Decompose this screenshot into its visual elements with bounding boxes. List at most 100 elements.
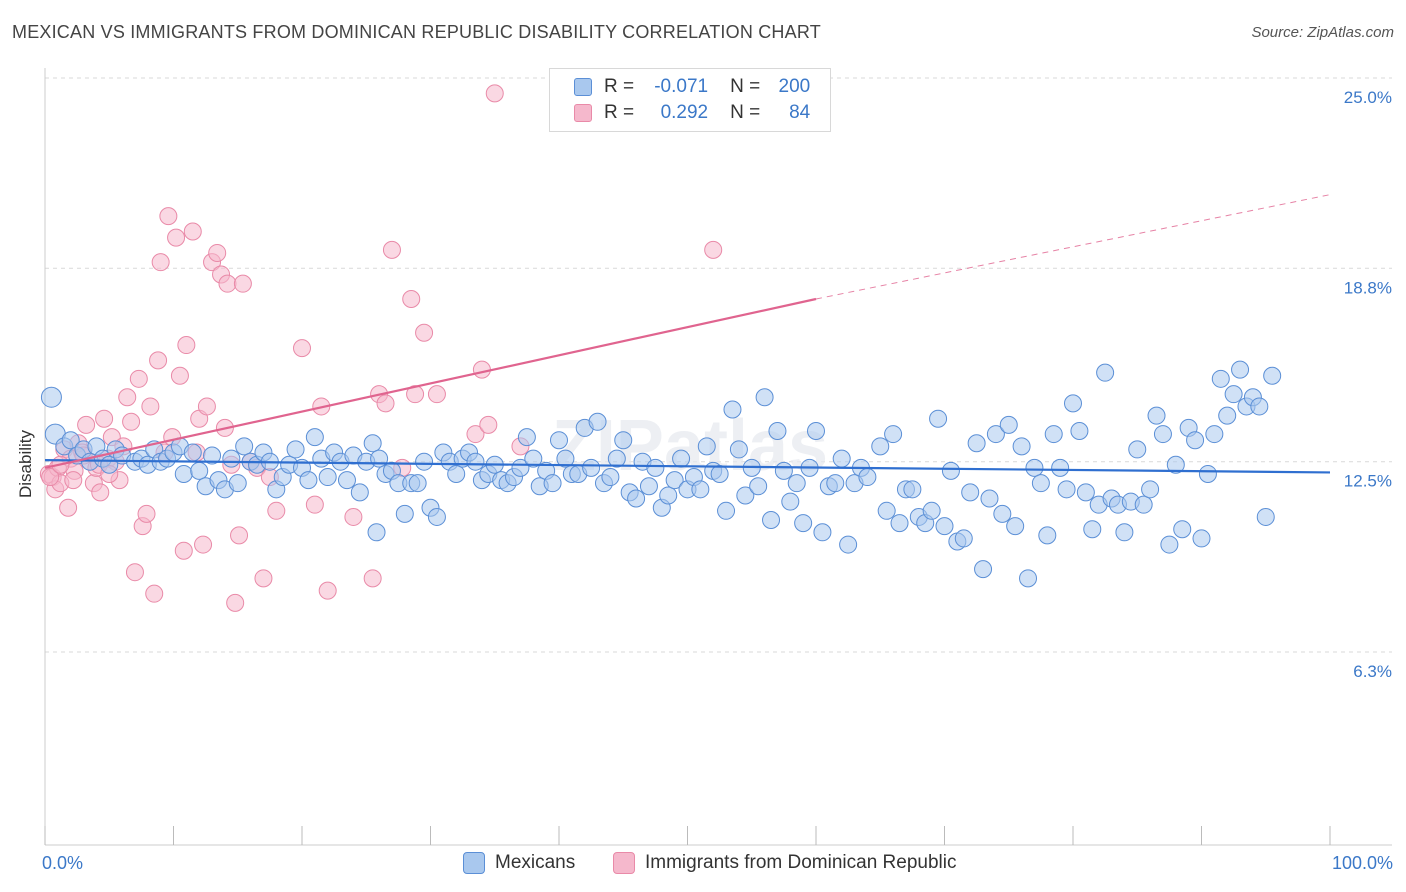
mexican-point xyxy=(736,486,755,505)
mexican-point xyxy=(588,412,607,431)
dominican-point xyxy=(197,397,216,416)
dominican-point xyxy=(151,253,170,272)
mexican-point xyxy=(1064,394,1082,413)
mexican-point xyxy=(749,477,768,496)
mexican-point xyxy=(929,409,948,428)
dominican-point xyxy=(233,274,252,293)
mexican-point xyxy=(1051,458,1070,477)
mexican-point xyxy=(871,437,890,456)
mexican-point xyxy=(729,440,748,459)
y-tick-label: 18.8% xyxy=(1344,278,1392,297)
mexican-point xyxy=(1038,526,1057,545)
mexican-point xyxy=(691,480,710,499)
mexican-point xyxy=(408,474,427,493)
mexican-point xyxy=(980,489,999,508)
mexican-point xyxy=(318,468,337,487)
mexican-point xyxy=(1076,483,1095,502)
dominican-trend-line xyxy=(44,297,817,469)
dominican-point xyxy=(318,581,337,600)
mexican-point xyxy=(582,458,601,477)
mexican-point xyxy=(1250,397,1269,416)
mexican-point xyxy=(614,431,633,450)
y-tick-label: 25.0% xyxy=(1344,88,1392,107)
dominican-point xyxy=(293,339,311,358)
y-tick-label: 6.3% xyxy=(1353,662,1392,681)
bottom-legend-swatch-blue xyxy=(463,852,485,874)
dominican-point xyxy=(167,228,186,247)
dominican-point xyxy=(230,526,249,545)
mexican-point xyxy=(1044,425,1063,444)
mexican-point xyxy=(350,483,369,502)
mexican-point xyxy=(774,461,793,480)
mexican-point xyxy=(305,428,324,447)
mexican-point xyxy=(999,415,1018,434)
mexican-point xyxy=(1166,455,1185,474)
dominican-point xyxy=(704,240,723,259)
bottom-legend-mexicans: Mexicans xyxy=(463,852,575,874)
dominican-point xyxy=(267,501,286,520)
mexican-point xyxy=(363,434,382,453)
mexican-point xyxy=(839,535,858,554)
dominican-point xyxy=(382,240,401,259)
dominican-point xyxy=(344,507,363,526)
mexican-point xyxy=(813,523,832,542)
mexican-point xyxy=(550,431,568,450)
dominican-point xyxy=(376,394,395,413)
mexican-point xyxy=(222,449,241,468)
mexican-point xyxy=(370,449,389,468)
dominican-point xyxy=(208,243,227,262)
legend-row-mexicans: R = -0.071 N = 200 xyxy=(574,75,810,99)
mexican-point xyxy=(235,437,254,456)
mexican-point xyxy=(807,421,825,440)
legend-n-label: N = xyxy=(730,76,761,97)
mexican-point xyxy=(1128,440,1147,459)
dominican-point xyxy=(159,207,178,226)
mexican-point xyxy=(1218,406,1237,425)
mexican-point xyxy=(1224,385,1243,404)
tick-labels: 6.3% 12.5% 18.8% 25.0% 0.0% 100.0% xyxy=(42,88,1393,873)
mexican-point xyxy=(961,483,980,502)
axes xyxy=(44,68,1392,846)
dominican-point xyxy=(415,323,434,342)
dominican-point xyxy=(466,425,485,444)
dominican-point xyxy=(406,385,425,404)
mexican-point xyxy=(672,449,691,468)
bottom-legend-swatch-pink xyxy=(613,852,635,874)
dominican-point xyxy=(183,222,202,241)
mexican-point xyxy=(710,464,729,483)
mexican-point xyxy=(183,443,202,462)
dominican-point xyxy=(194,535,213,554)
mexican-point xyxy=(1025,458,1044,477)
mexican-point xyxy=(517,428,536,447)
mexican-point xyxy=(601,468,620,487)
dominican-point xyxy=(41,468,60,487)
dominican-point xyxy=(174,541,193,560)
mexican-point xyxy=(1070,421,1089,440)
mexican-point xyxy=(986,425,1005,444)
mexican-point xyxy=(755,388,774,407)
mexican-point xyxy=(1173,520,1192,539)
y-axis-label: Disability xyxy=(16,429,35,498)
dominican-point xyxy=(149,351,168,370)
bottom-legend-dominican: Immigrants from Dominican Republic xyxy=(613,852,957,874)
legend-n-label: N = xyxy=(730,102,761,123)
mexican-point xyxy=(427,507,446,526)
mexican-point xyxy=(1198,464,1217,483)
mexican-point xyxy=(1205,425,1224,444)
series-mexicans-points xyxy=(40,360,1282,588)
mexican-point xyxy=(1115,523,1134,542)
mexican-point xyxy=(1147,406,1166,425)
dominican-point xyxy=(59,498,78,517)
mexican-point xyxy=(1031,474,1050,493)
mexican-point xyxy=(556,449,575,468)
mexican-point xyxy=(1019,569,1038,588)
mexican-point xyxy=(768,421,787,440)
chart-title: MEXICAN VS IMMIGRANTS FROM DOMINICAN REP… xyxy=(12,22,821,42)
dominican-point xyxy=(218,274,237,293)
dominican-point xyxy=(427,385,446,404)
dominican-point xyxy=(141,397,160,416)
legend-r-value: -0.071 xyxy=(654,76,709,97)
mexican-point xyxy=(524,449,543,468)
mexican-point xyxy=(922,501,941,520)
mexican-point xyxy=(1153,425,1172,444)
